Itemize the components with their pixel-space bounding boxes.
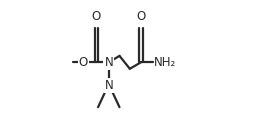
Text: O: O bbox=[136, 10, 146, 23]
Text: N: N bbox=[104, 79, 113, 92]
Text: N: N bbox=[104, 56, 113, 69]
Text: O: O bbox=[79, 56, 88, 69]
Text: O: O bbox=[92, 10, 101, 23]
Text: NH₂: NH₂ bbox=[154, 56, 176, 69]
